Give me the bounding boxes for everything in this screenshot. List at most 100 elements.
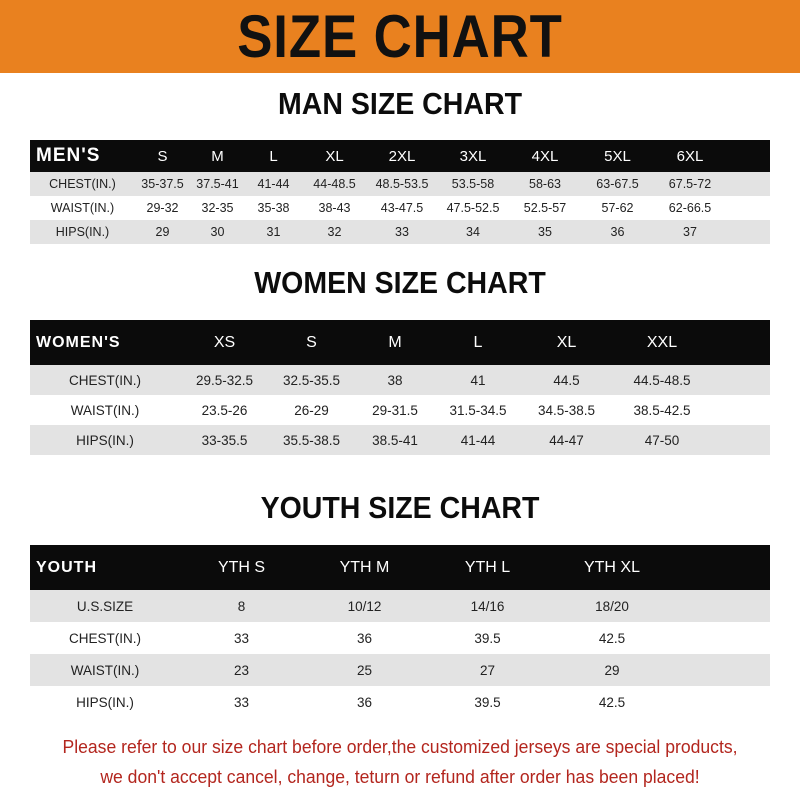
size-cell: 8 [180,590,303,622]
size-cell: 41-44 [245,172,302,196]
filler-cell [675,545,770,590]
filler-cell [711,320,770,365]
size-cell: 44-47 [520,425,613,455]
size-cell: M [190,140,245,172]
size-cell: L [436,320,520,365]
size-cell: 38 [354,365,436,395]
table-row: CHEST(IN.) 29.5-32.5 32.5-35.5 38 41 44.5 44.5… [30,365,770,395]
disclaimer-line-2: we don't accept cancel, change, teturn o… [100,766,700,787]
size-cell: 33-35.5 [180,425,269,455]
size-cell: 31 [245,220,302,244]
filler-cell [726,196,770,220]
size-cell: 10/12 [303,590,426,622]
disclaimer-line-1: Please refer to our size chart before or… [62,736,738,757]
size-cell: 29-31.5 [354,395,436,425]
header-row: MEN'S S M L XL 2XL 3XL 4XL 5XL 6XL [30,140,770,172]
row-label: CHEST(IN.) [30,365,180,395]
table-row: U.S.SIZE 8 10/12 14/16 18/20 [30,590,770,622]
filler-cell [675,590,770,622]
size-cell: 36 [303,686,426,718]
size-cell: 42.5 [549,622,675,654]
size-cell: 47-50 [613,425,711,455]
table-row: WAIST(IN.) 23 25 27 29 [30,654,770,686]
size-cell: 5XL [581,140,654,172]
size-cell: 27 [426,654,549,686]
size-cell: YTH S [180,545,303,590]
size-cell: 25 [303,654,426,686]
size-cell: 36 [303,622,426,654]
size-cell: YTH M [303,545,426,590]
size-cell: 31.5-34.5 [436,395,520,425]
size-cell: 34.5-38.5 [520,395,613,425]
filler-cell [675,686,770,718]
row-label: HIPS(IN.) [30,425,180,455]
size-cell: 41 [436,365,520,395]
size-cell: 23 [180,654,303,686]
row-label: YOUTH [30,545,180,590]
size-cell: YTH L [426,545,549,590]
women-size-table: WOMEN'S XS S M L XL XXL CHEST(IN.) 29.5-32.5 32.5… [30,320,770,455]
row-label: CHEST(IN.) [30,622,180,654]
men-section-title: MAN SIZE CHART [277,86,523,121]
size-cell: 35-38 [245,196,302,220]
size-cell: 39.5 [426,686,549,718]
filler-cell [711,425,770,455]
size-cell: 29.5-32.5 [180,365,269,395]
size-cell: 29-32 [135,196,190,220]
size-cell: 47.5-52.5 [437,196,509,220]
size-cell: 18/20 [549,590,675,622]
size-cell: 38-43 [302,196,367,220]
size-cell: 33 [180,686,303,718]
filler-cell [675,622,770,654]
size-cell: 39.5 [426,622,549,654]
filler-cell [711,395,770,425]
size-cell: 14/16 [426,590,549,622]
filler-cell [726,220,770,244]
size-cell: 33 [367,220,437,244]
size-cell: 37.5-41 [190,172,245,196]
size-cell: 63-67.5 [581,172,654,196]
size-cell: XL [302,140,367,172]
table-row: CHEST(IN.) 33 36 39.5 42.5 [30,622,770,654]
size-cell: XL [520,320,613,365]
size-cell: 2XL [367,140,437,172]
size-cell: 36 [581,220,654,244]
size-cell: 44.5-48.5 [613,365,711,395]
size-cell: 3XL [437,140,509,172]
size-cell: 43-47.5 [367,196,437,220]
size-cell: 29 [549,654,675,686]
size-cell: 53.5-58 [437,172,509,196]
size-cell: M [354,320,436,365]
size-cell: 32-35 [190,196,245,220]
row-label: CHEST(IN.) [30,172,135,196]
size-cell: 33 [180,622,303,654]
banner-title: SIZE CHART [237,3,563,70]
banner: SIZE CHART [0,0,800,73]
size-cell: 35.5-38.5 [269,425,354,455]
row-label: HIPS(IN.) [30,686,180,718]
size-cell: 57-62 [581,196,654,220]
women-section-title: WOMEN SIZE CHART [254,265,546,300]
header-row: WOMEN'S XS S M L XL XXL [30,320,770,365]
youth-section-title: YOUTH SIZE CHART [260,490,540,525]
filler-cell [726,140,770,172]
table-row: HIPS(IN.) 33 36 39.5 42.5 [30,686,770,718]
table-row: HIPS(IN.) 29 30 31 32 33 34 35 36 37 [30,220,770,244]
size-cell: 41-44 [436,425,520,455]
row-label: WAIST(IN.) [30,654,180,686]
size-cell: S [269,320,354,365]
size-cell: 29 [135,220,190,244]
size-cell: 32 [302,220,367,244]
size-cell: 42.5 [549,686,675,718]
men-size-table: MEN'S S M L XL 2XL 3XL 4XL 5XL 6XL CHEST(IN.) 35-37… [30,140,770,244]
size-cell: 37 [654,220,726,244]
row-label: WOMEN'S [30,320,180,365]
filler-cell [726,172,770,196]
size-cell: 52.5-57 [509,196,581,220]
size-cell: 38.5-41 [354,425,436,455]
size-cell: 35-37.5 [135,172,190,196]
size-cell: 48.5-53.5 [367,172,437,196]
row-label: MEN'S [30,140,135,172]
size-cell: 6XL [654,140,726,172]
table-row: WAIST(IN.) 29-32 32-35 35-38 38-43 43-47.5 47.… [30,196,770,220]
